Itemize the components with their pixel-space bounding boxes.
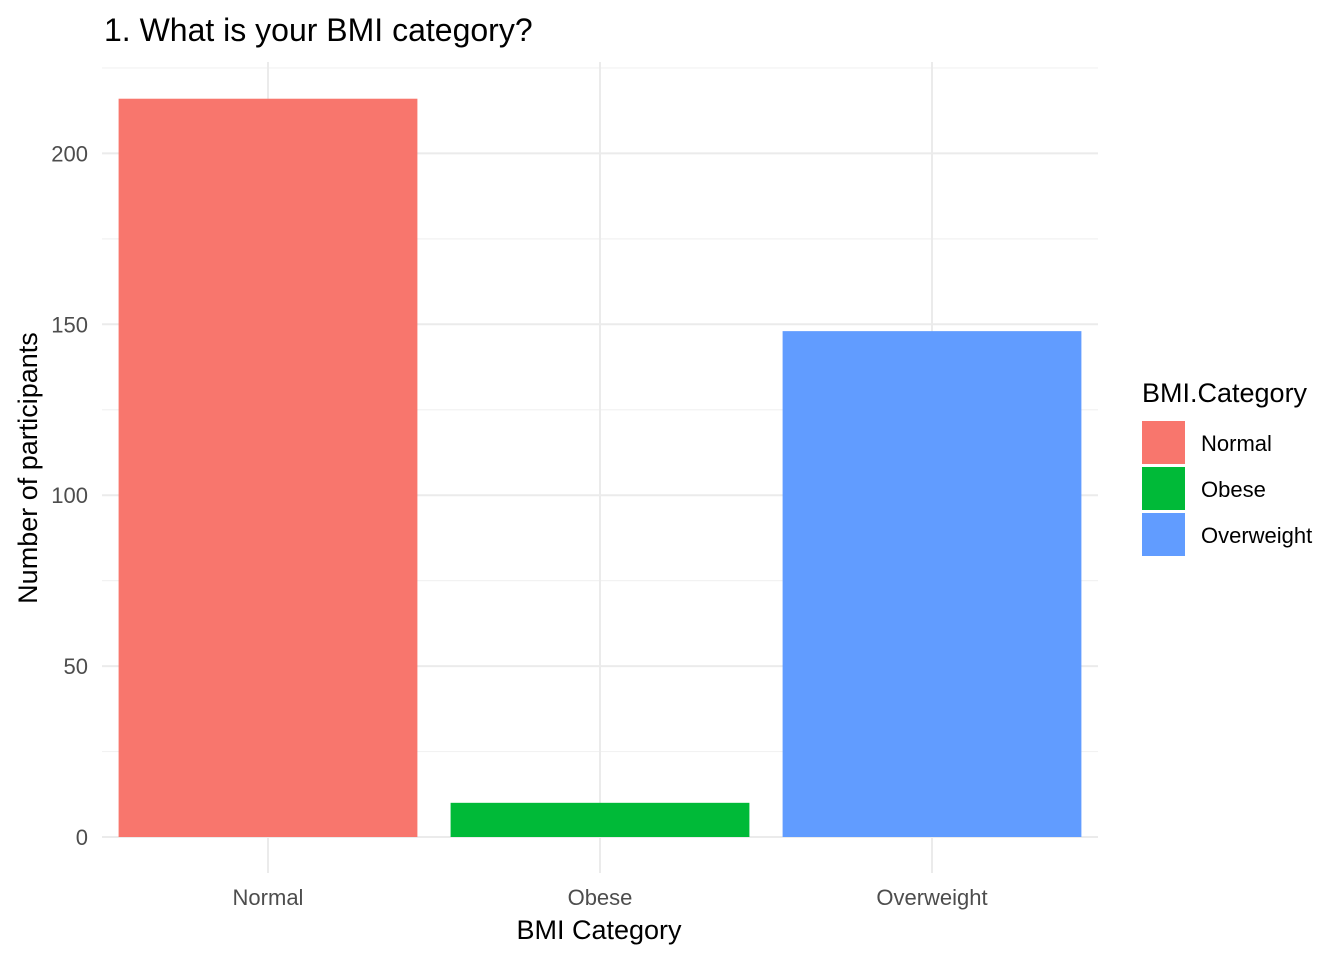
legend-title: BMI.Category <box>1142 378 1308 408</box>
y-tick-label: 100 <box>51 483 88 508</box>
bar-obese <box>450 802 750 837</box>
legend-label-overweight: Overweight <box>1201 523 1312 548</box>
x-tick-label: Overweight <box>876 885 987 910</box>
bar-normal <box>118 98 418 838</box>
legend-swatch-overweight <box>1142 513 1185 556</box>
y-axis-title: Number of participants <box>13 332 43 604</box>
legend-label-obese: Obese <box>1201 477 1266 502</box>
y-tick-label: 150 <box>51 312 88 337</box>
x-tick-label: Normal <box>233 885 304 910</box>
y-tick-label: 200 <box>51 141 88 166</box>
x-tick-label: Obese <box>568 885 633 910</box>
x-axis-title: BMI Category <box>516 915 682 945</box>
y-tick-label: 50 <box>64 654 88 679</box>
bars <box>118 98 1082 838</box>
legend-label-normal: Normal <box>1201 431 1272 456</box>
x-axis-ticks: Normal Obese Overweight <box>233 885 988 910</box>
legend-swatch-obese <box>1142 467 1185 510</box>
bar-overweight <box>782 331 1082 837</box>
y-tick-label: 0 <box>76 825 88 850</box>
legend: BMI.Category Normal Obese Overweight <box>1142 378 1312 556</box>
chart-title: 1. What is your BMI category? <box>104 12 533 48</box>
y-axis-ticks: 0 50 100 150 200 <box>51 141 88 850</box>
legend-swatch-normal <box>1142 421 1185 464</box>
